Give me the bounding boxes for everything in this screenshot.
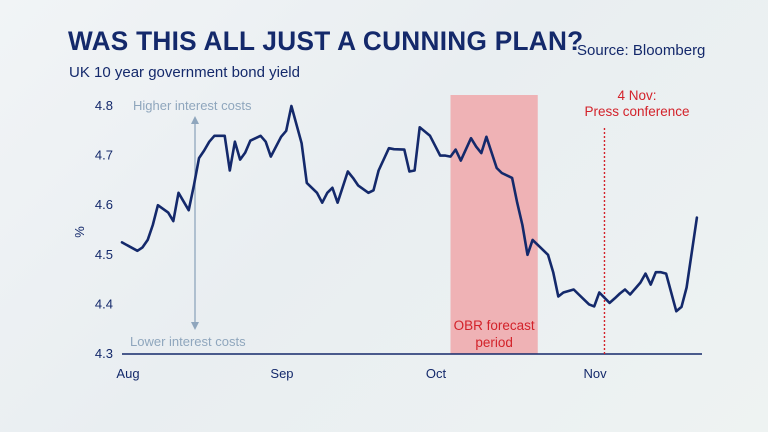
- y-axis-label: %: [72, 226, 87, 238]
- x-tick-label: Sep: [270, 366, 293, 381]
- higher-interest-label: Higher interest costs: [133, 98, 252, 113]
- y-tick-label: 4.6: [95, 197, 113, 212]
- press-conference-label: Press conference: [584, 104, 689, 119]
- y-tick-label: 4.4: [95, 296, 113, 311]
- y-tick-label: 4.8: [95, 98, 113, 113]
- obr-forecast-label: period: [475, 335, 513, 350]
- arrow-up-head: [191, 116, 199, 124]
- x-tick-label: Nov: [584, 366, 608, 381]
- obr-forecast-label: OBR forecast: [454, 318, 535, 333]
- arrow-down-head: [191, 322, 199, 330]
- x-tick-label: Aug: [116, 366, 139, 381]
- y-tick-label: 4.5: [95, 247, 113, 262]
- bond-yield-series-line: [120, 104, 699, 313]
- press-conference-label: 4 Nov:: [617, 88, 656, 103]
- chart-title: WAS THIS ALL JUST A CUNNING PLAN?: [68, 26, 584, 56]
- source-credit: Source: Bloomberg: [577, 42, 706, 59]
- y-tick-label: 4.7: [95, 148, 113, 163]
- chart-subtitle: UK 10 year government bond yield: [69, 64, 300, 81]
- y-tick-label: 4.3: [95, 346, 113, 361]
- obr-forecast-shade: [450, 95, 538, 354]
- lower-interest-label: Lower interest costs: [130, 334, 246, 349]
- x-tick-label: Oct: [426, 366, 447, 381]
